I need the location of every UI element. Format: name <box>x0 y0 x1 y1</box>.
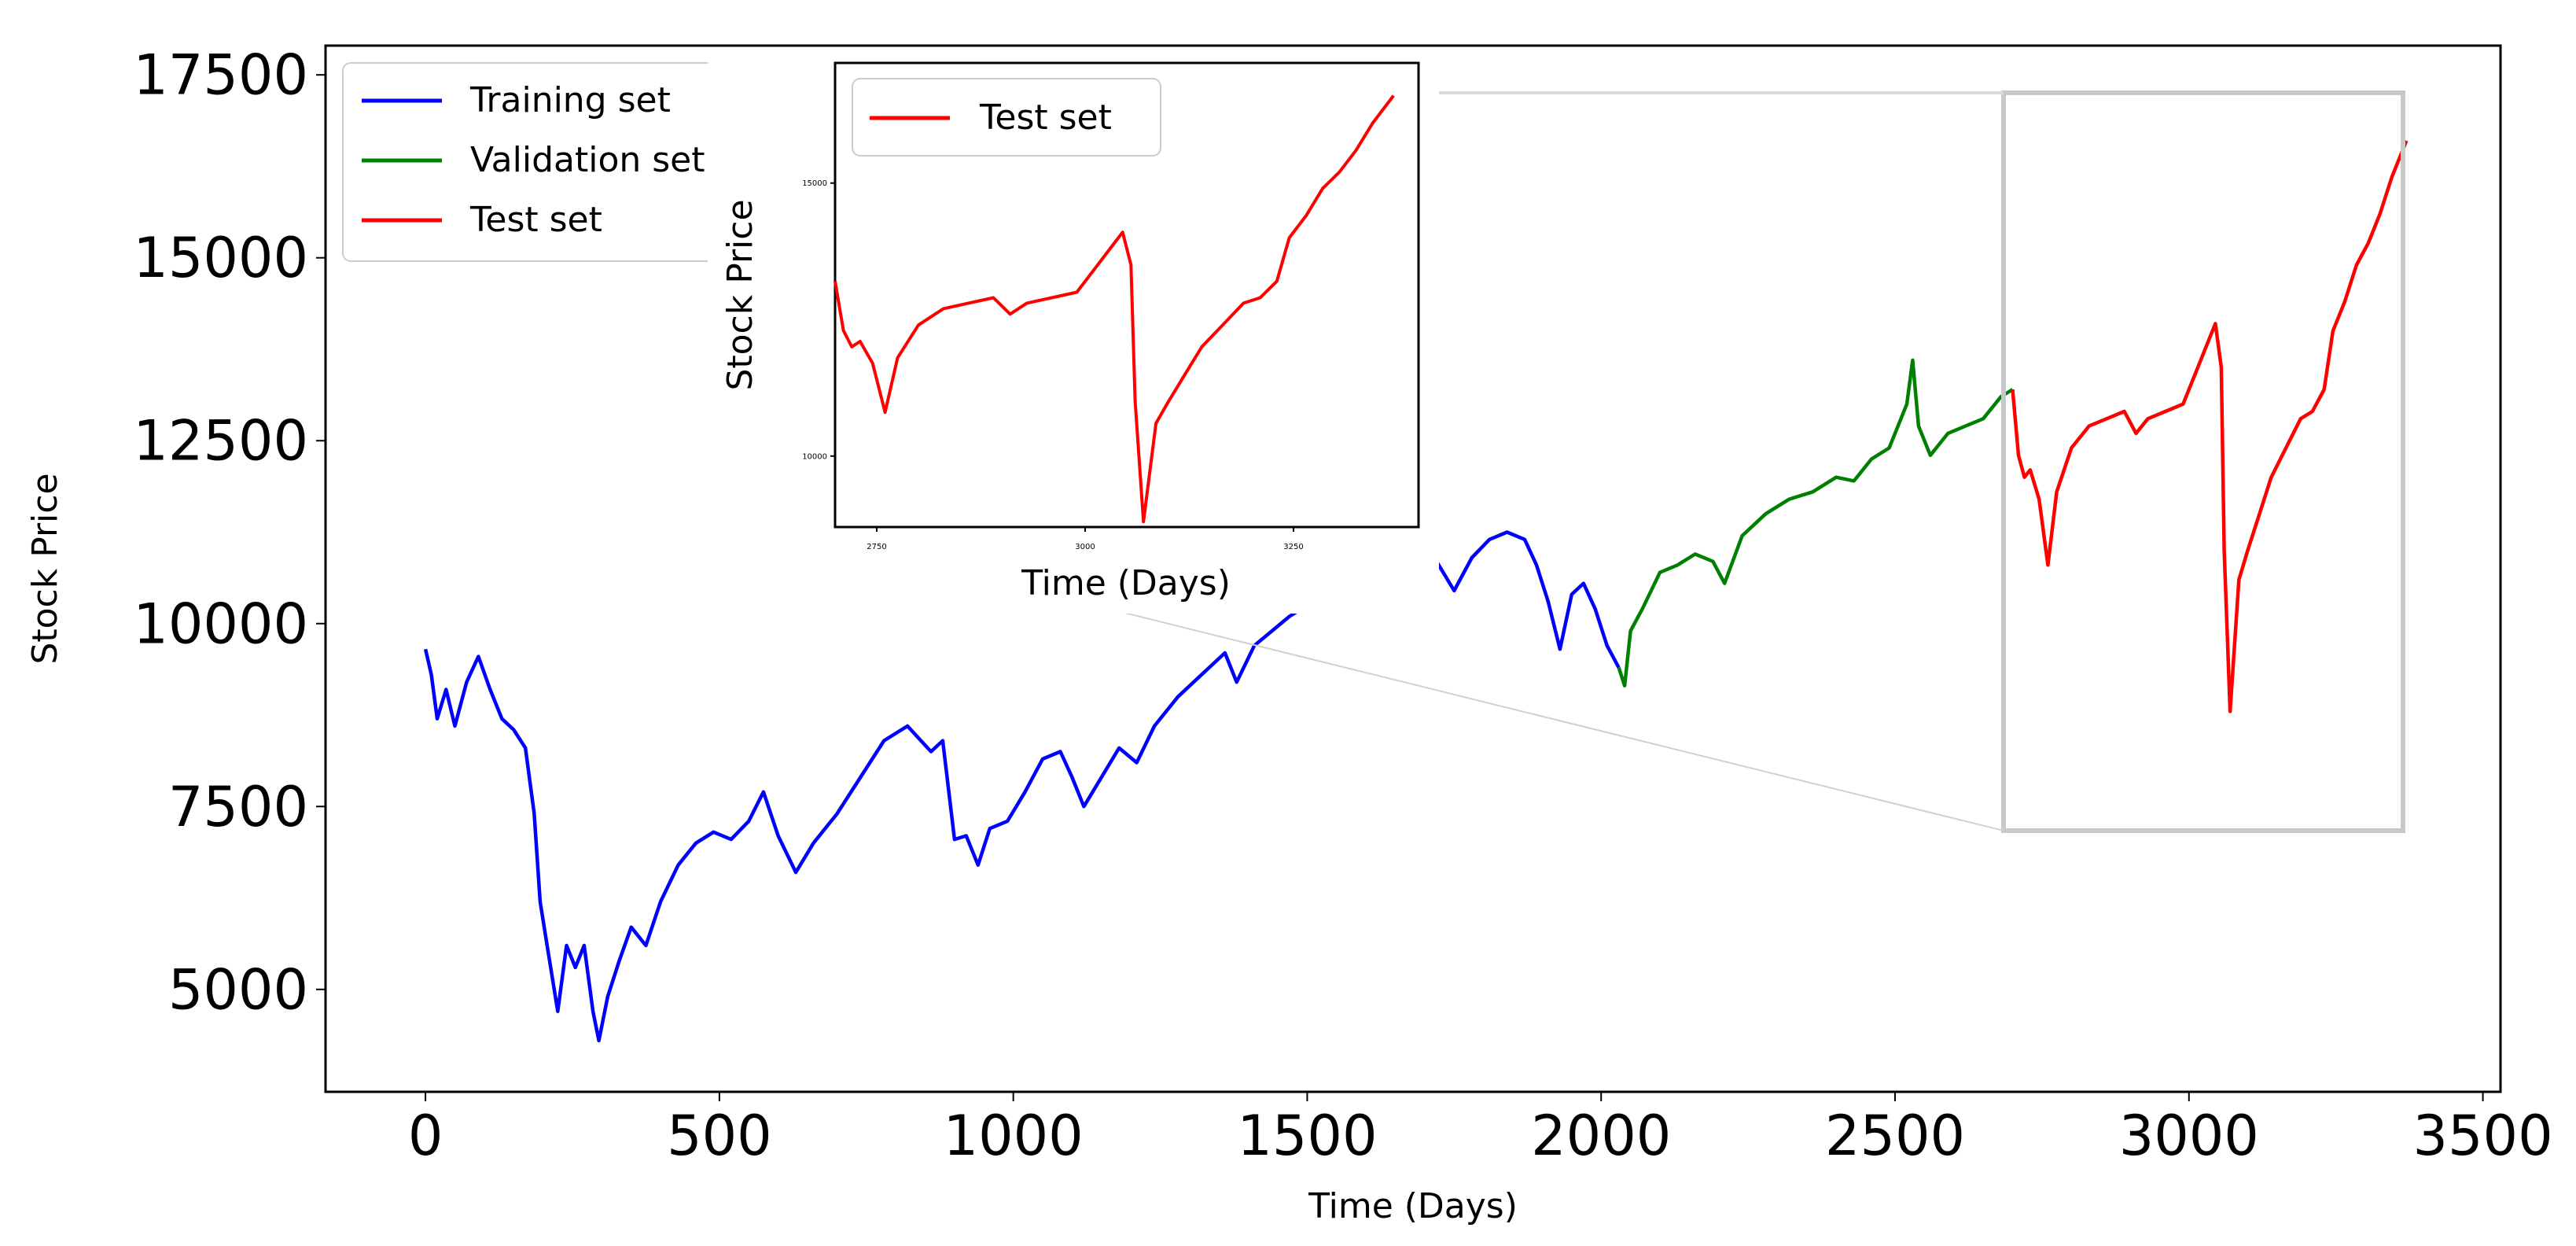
inset-series-lines <box>834 94 1395 524</box>
zoom-region-box <box>2001 90 2405 833</box>
main-plot-frame <box>324 44 2502 1093</box>
inset-legend: Test set <box>852 78 1161 157</box>
inset-xtick-label: 3250 <box>1283 543 1303 551</box>
main-xtick-label: 0 <box>408 1104 443 1168</box>
main-ytick-label: 10000 <box>133 592 308 656</box>
main-ytick-label: 5000 <box>168 957 308 1022</box>
zoom-connector-bottom <box>981 577 2004 831</box>
inset-y-axis-label: Stock Price <box>720 199 760 390</box>
main-xtick-label: 1500 <box>1237 1104 1377 1168</box>
legend-test-label: Test set <box>469 200 602 240</box>
inset-series-line-0 <box>834 94 1395 524</box>
legend-training-label: Training set <box>469 80 671 120</box>
inset-legend-test-label: Test set <box>979 98 1112 138</box>
legend-validation-label: Validation set <box>470 140 705 180</box>
main-y-ticks: 5000 7500 10000 12500 15000 17500 <box>133 43 326 1022</box>
main-series-line-2 <box>2011 140 2409 713</box>
main-xtick-label: 2000 <box>1531 1104 1671 1168</box>
inset-legend-box <box>852 78 1161 157</box>
main-series-line-1 <box>1617 358 2014 688</box>
inset-plot-frame <box>834 61 1420 529</box>
main-xtick-label: 1000 <box>944 1104 1084 1168</box>
inset-xtick-label: 2750 <box>867 543 886 551</box>
main-ytick-label: 7500 <box>168 775 308 839</box>
main-xtick-label: 2500 <box>1825 1104 1965 1168</box>
main-xtick-label: 3000 <box>2119 1104 2259 1168</box>
main-y-axis-label: Stock Price <box>25 473 65 664</box>
inset-x-axis-label: Time (Days) <box>1021 563 1231 603</box>
main-x-axis-label: Time (Days) <box>1308 1186 1518 1226</box>
inset-ytick-label: 15000 <box>802 179 827 188</box>
inset-chart: 2750 3000 3250 10000 15000 Time (Days) Stoc… <box>708 47 1439 614</box>
main-ytick-label: 15000 <box>133 226 308 290</box>
inset-x-ticks: 2750 3000 3250 <box>867 527 1304 551</box>
inset-ytick-label: 10000 <box>802 452 827 461</box>
inset-y-ticks: 10000 15000 <box>802 179 835 461</box>
main-xtick-label: 500 <box>667 1104 772 1168</box>
zoom-indicator <box>981 90 2405 833</box>
main-ytick-label: 12500 <box>133 409 308 474</box>
main-ytick-label: 17500 <box>133 43 308 108</box>
main-xtick-label: 3500 <box>2412 1104 2552 1168</box>
main-x-ticks: 0 500 1000 1500 2000 2500 3000 3500 <box>408 1092 2553 1168</box>
main-legend: Training set Validation set Test set <box>342 62 770 262</box>
inset-xtick-label: 3000 <box>1075 543 1095 551</box>
